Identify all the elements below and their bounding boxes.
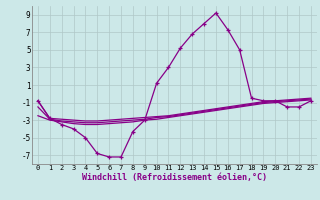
- X-axis label: Windchill (Refroidissement éolien,°C): Windchill (Refroidissement éolien,°C): [82, 173, 267, 182]
